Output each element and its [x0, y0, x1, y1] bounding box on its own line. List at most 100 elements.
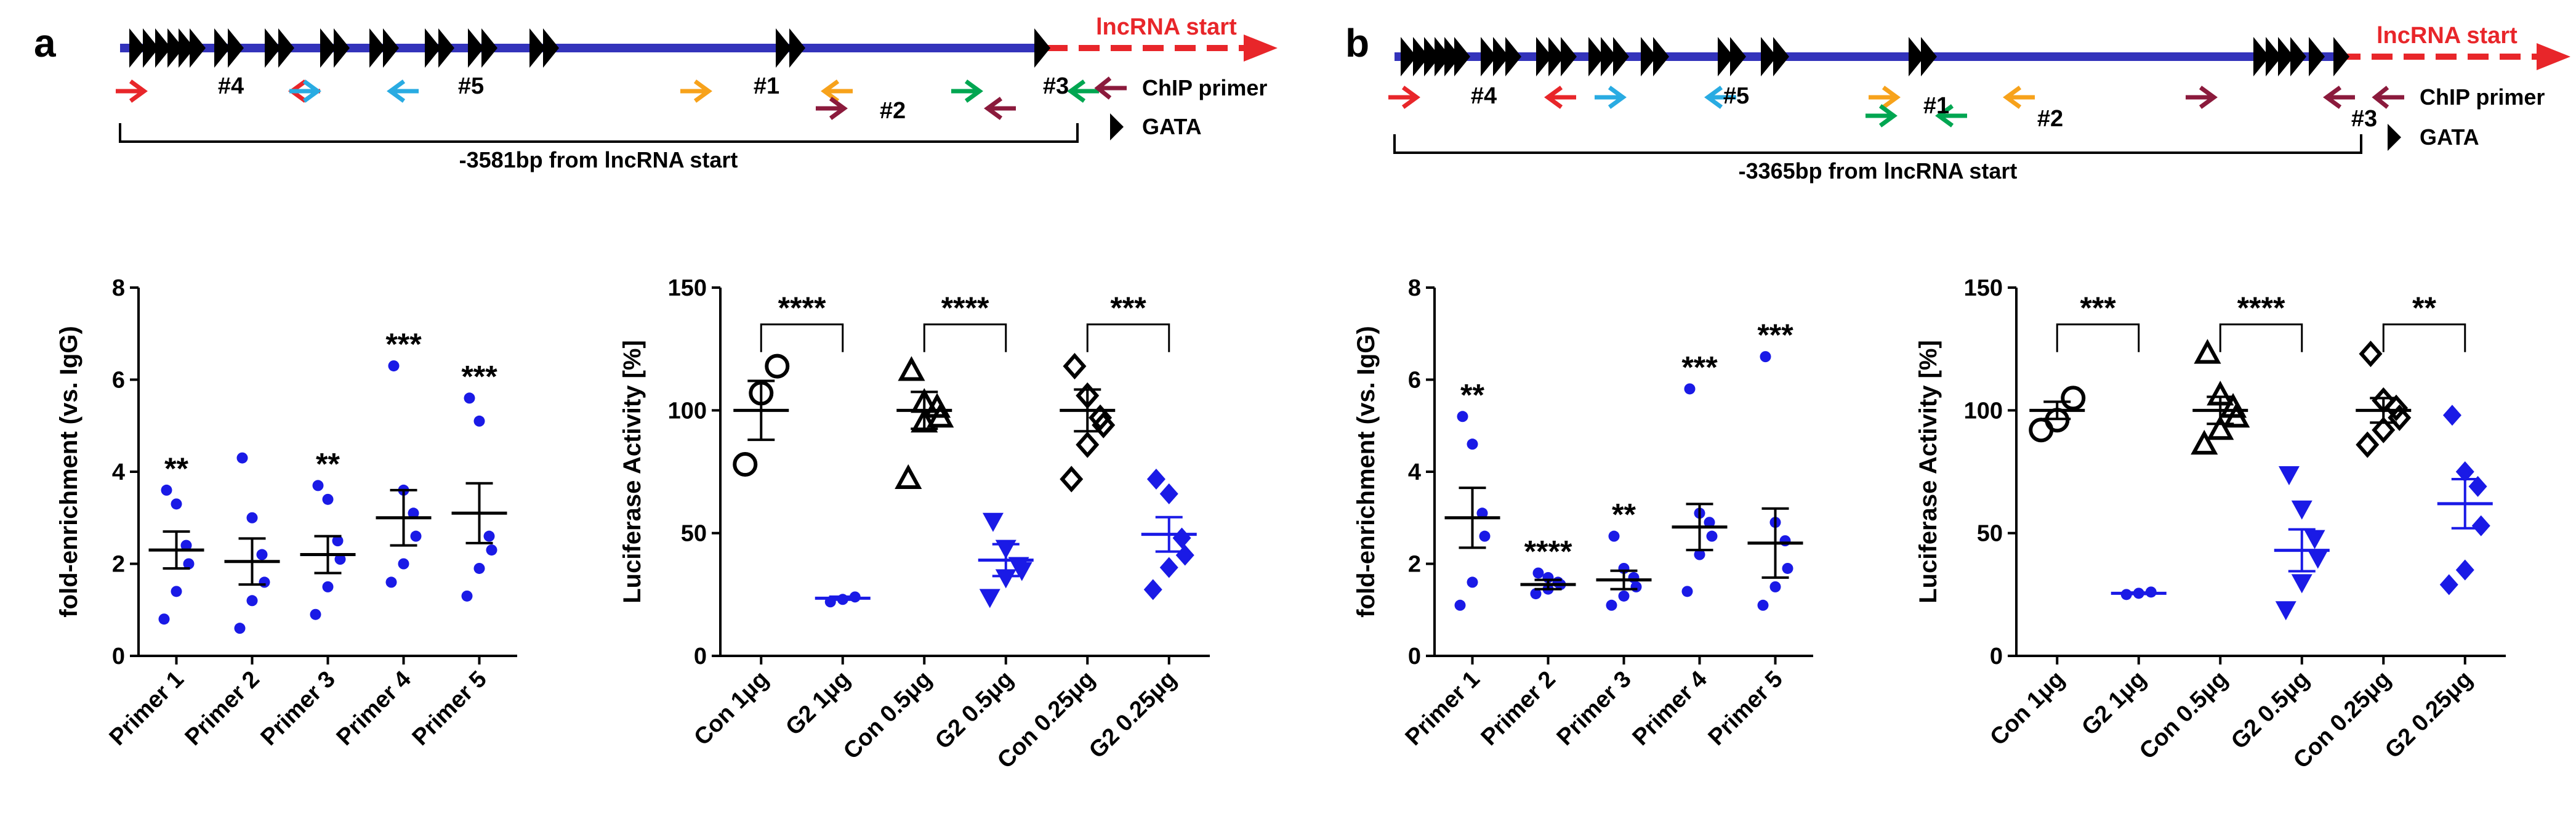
significance-label: ***: [461, 359, 497, 394]
primer-arrow-head: [2323, 86, 2342, 109]
primer-arrow-icon: [680, 79, 712, 103]
data-point: [1143, 579, 1162, 600]
data-point: [464, 392, 475, 404]
comparison-label: ****: [2237, 291, 2285, 325]
y-tick-label: 150: [668, 275, 707, 301]
primer-label: #5: [1723, 83, 1749, 109]
data-point: [1532, 567, 1544, 579]
data-point: [234, 623, 246, 634]
gata-site-icon: [1761, 37, 1777, 76]
primer-arrow-icon: [387, 79, 419, 103]
gata-site-icon: [190, 28, 206, 68]
primer-arrow-icon: [1869, 86, 1901, 109]
data-point: [2359, 341, 2383, 368]
x-tick-label: Primer 3: [256, 666, 340, 751]
data-point: [1704, 517, 1715, 528]
data-point: [473, 415, 485, 427]
gata-site-icon: [1401, 37, 1417, 76]
gata-site-icon: [278, 28, 294, 68]
data-point: [2307, 549, 2328, 569]
data-point: [1146, 468, 1165, 490]
data-point: [1454, 599, 1466, 611]
y-tick-label: 4: [112, 459, 125, 485]
data-point: [1628, 572, 1640, 583]
data-point: [2455, 461, 2474, 482]
x-tick-label: G2 0.5μg: [930, 666, 1018, 754]
primer-label: #4: [1471, 83, 1497, 109]
gata-site-icon: [1435, 37, 1451, 76]
gata-site-icon: [155, 28, 171, 68]
data-point: [2061, 386, 2086, 411]
primer-arrow-head: [821, 79, 840, 103]
primer-arrow-head: [2003, 86, 2022, 109]
data-point: [1760, 351, 1771, 363]
y-tick-label: 2: [1408, 552, 1421, 578]
x-tick-label: G2 0.5μg: [2226, 666, 2314, 754]
gata-site-icon: [1613, 37, 1629, 76]
primer-arrow-icon: [116, 79, 148, 103]
primer-arrow-icon: [2003, 86, 2035, 109]
data-point: [461, 590, 473, 602]
data-point: [332, 535, 344, 547]
primer-arrow-head: [964, 79, 983, 103]
data-point: [388, 360, 400, 372]
data-point: [2207, 414, 2234, 440]
data-point: [385, 576, 397, 588]
primer-arrow-head: [984, 97, 1003, 120]
gata-site-icon: [1034, 28, 1050, 68]
x-tick-label: G2 0.25μg: [2380, 666, 2477, 764]
data-point: [483, 530, 495, 542]
x-tick-label: Primer 2: [1476, 666, 1561, 751]
distance-label: -3365bp from lncRNA start: [1739, 158, 2018, 184]
gata-site-icon: [2309, 37, 2325, 76]
legend-gata-label: GATA: [1142, 114, 1202, 139]
significance-label: ***: [1757, 318, 1793, 352]
data-point: [995, 569, 1016, 589]
panel-label-a: a: [34, 21, 56, 65]
x-tick-label: Primer 4: [332, 666, 416, 751]
lncrna-start-label: lncRNA start: [1096, 14, 1237, 40]
data-point: [161, 484, 172, 496]
data-point: [1457, 411, 1468, 422]
data-point: [2191, 429, 2218, 455]
primer-arrow-icon: [1544, 86, 1576, 109]
primer-arrow-icon: [1388, 86, 1420, 109]
primer-arrow-icon: [1704, 86, 1736, 109]
y-tick-label: 0: [1990, 644, 2003, 669]
x-tick-label: Primer 5: [408, 666, 492, 751]
gata-site-icon: [1909, 37, 1925, 76]
y-axis-label: fold-enrichment (vs. IgG): [55, 326, 83, 617]
gata-site-icon: [789, 28, 805, 68]
primer-arrow-head: [1544, 86, 1563, 109]
gata-site-icon: [383, 28, 399, 68]
gata-site-icon: [1653, 37, 1669, 76]
comparison-bracket: [923, 323, 1007, 352]
data-point: [2442, 405, 2461, 426]
data-point: [1606, 599, 1617, 611]
primer-arrow-icon: [1067, 79, 1099, 103]
primer-arrow-head: [1608, 86, 1627, 109]
data-point: [1681, 586, 1693, 597]
lncrna-start-label: lncRNA start: [2377, 23, 2518, 49]
data-point: [246, 512, 258, 523]
data-point: [256, 549, 268, 560]
primer-label: #2: [2037, 106, 2063, 132]
data-point: [1769, 581, 1781, 592]
gata-site-icon: [2290, 37, 2306, 76]
comparison-label: ****: [778, 291, 826, 325]
y-tick-label: 0: [694, 644, 707, 669]
gata-site-icon: [320, 28, 336, 68]
gata-site-icon: [425, 28, 441, 68]
gata-site-icon: [214, 28, 230, 68]
data-point: [1684, 383, 1696, 395]
gata-site-icon: [2333, 37, 2349, 76]
primer-arrow-icon: [1866, 104, 1898, 127]
lncrna-arrowhead-icon: [2537, 43, 2570, 70]
gata-site-icon: [1493, 37, 1509, 76]
primer-arrow-icon: [289, 79, 321, 103]
gata-site-icon: [1505, 37, 1521, 76]
y-tick-label: 6: [112, 368, 125, 394]
data-point: [171, 498, 182, 510]
